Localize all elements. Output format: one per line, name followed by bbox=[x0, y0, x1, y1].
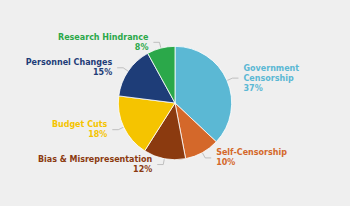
svg-text:Budget Cuts: Budget Cuts bbox=[52, 120, 108, 129]
svg-text:8%: 8% bbox=[135, 43, 149, 52]
svg-text:Research Hindrance: Research Hindrance bbox=[58, 33, 149, 42]
svg-text:Self-Censorship: Self-Censorship bbox=[216, 148, 287, 157]
svg-text:Censorship: Censorship bbox=[243, 74, 293, 83]
svg-text:Government: Government bbox=[243, 64, 299, 73]
svg-text:12%: 12% bbox=[133, 165, 152, 174]
svg-text:10%: 10% bbox=[216, 158, 235, 167]
svg-text:Personnel Changes: Personnel Changes bbox=[26, 58, 113, 67]
svg-text:Bias & Misrepresentation: Bias & Misrepresentation bbox=[38, 155, 153, 164]
svg-text:37%: 37% bbox=[243, 84, 262, 93]
svg-text:15%: 15% bbox=[93, 68, 112, 77]
svg-text:18%: 18% bbox=[88, 130, 107, 139]
